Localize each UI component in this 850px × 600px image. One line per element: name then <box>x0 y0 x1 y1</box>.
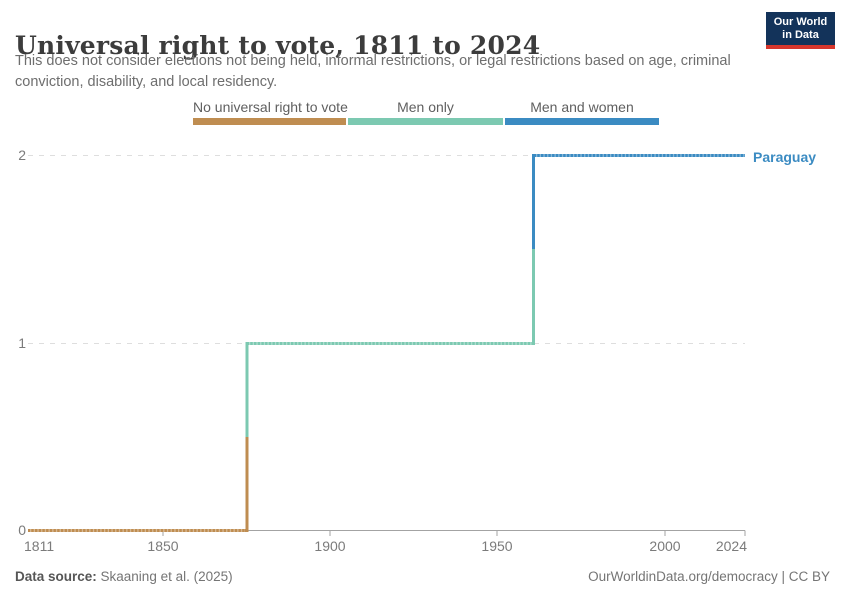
step-line-chart[interactable] <box>0 140 850 560</box>
chart-subtitle: This does not consider elections not bei… <box>15 53 731 90</box>
legend-item-men-only[interactable]: Men only <box>348 99 503 125</box>
x-tick-label-1900: 1900 <box>314 538 346 554</box>
legend-label: No universal right to vote <box>193 99 348 115</box>
data-source-note: Data source: Skaaning et al. (2025) <box>15 569 233 584</box>
x-axis-ticks <box>162 530 746 536</box>
x-tick-label-2024: 2024 <box>715 538 747 554</box>
legend-swatch-teal <box>348 118 503 125</box>
data-source-label: Data source: <box>15 569 97 584</box>
legend-item-no-universal-right[interactable]: No universal right to vote <box>193 99 348 125</box>
legend-label: Men and women <box>530 99 634 115</box>
series-segment-men-only <box>245 249 535 437</box>
y-tick-label-2: 2 <box>18 147 26 163</box>
owid-logo-line2: in Data <box>782 28 819 41</box>
x-tick-label-1850: 1850 <box>147 538 179 554</box>
data-source-value: Skaaning et al. (2025) <box>96 569 233 584</box>
legend: No universal right to vote Men only Men … <box>193 99 659 125</box>
credit-link[interactable]: OurWorldinData.org/democracy | CC BY <box>588 569 830 584</box>
legend-label: Men only <box>397 99 454 115</box>
y-tick-label-0: 0 <box>18 522 26 538</box>
y-tick-label-1: 1 <box>18 335 26 351</box>
series-label-paraguay[interactable]: Paraguay <box>753 149 817 165</box>
legend-swatch-blue <box>505 118 659 125</box>
series-segment-men-and-women <box>532 154 745 249</box>
year-point-markers <box>30 154 745 532</box>
series-segment-no-universal-right <box>28 437 249 532</box>
owid-logo-line1: Our World <box>773 15 828 28</box>
chart-footer: Data source: Skaaning et al. (2025) OurW… <box>15 569 830 584</box>
x-tick-label-2000: 2000 <box>649 538 681 554</box>
x-tick-label-1811: 1811 <box>24 538 55 554</box>
legend-item-men-and-women[interactable]: Men and women <box>505 99 659 125</box>
legend-swatch-orange <box>193 118 346 125</box>
x-tick-label-1950: 1950 <box>481 538 513 554</box>
page-title: Universal right to vote, 1811 to 2024 <box>15 30 541 60</box>
owid-logo: Our World in Data <box>766 12 835 49</box>
